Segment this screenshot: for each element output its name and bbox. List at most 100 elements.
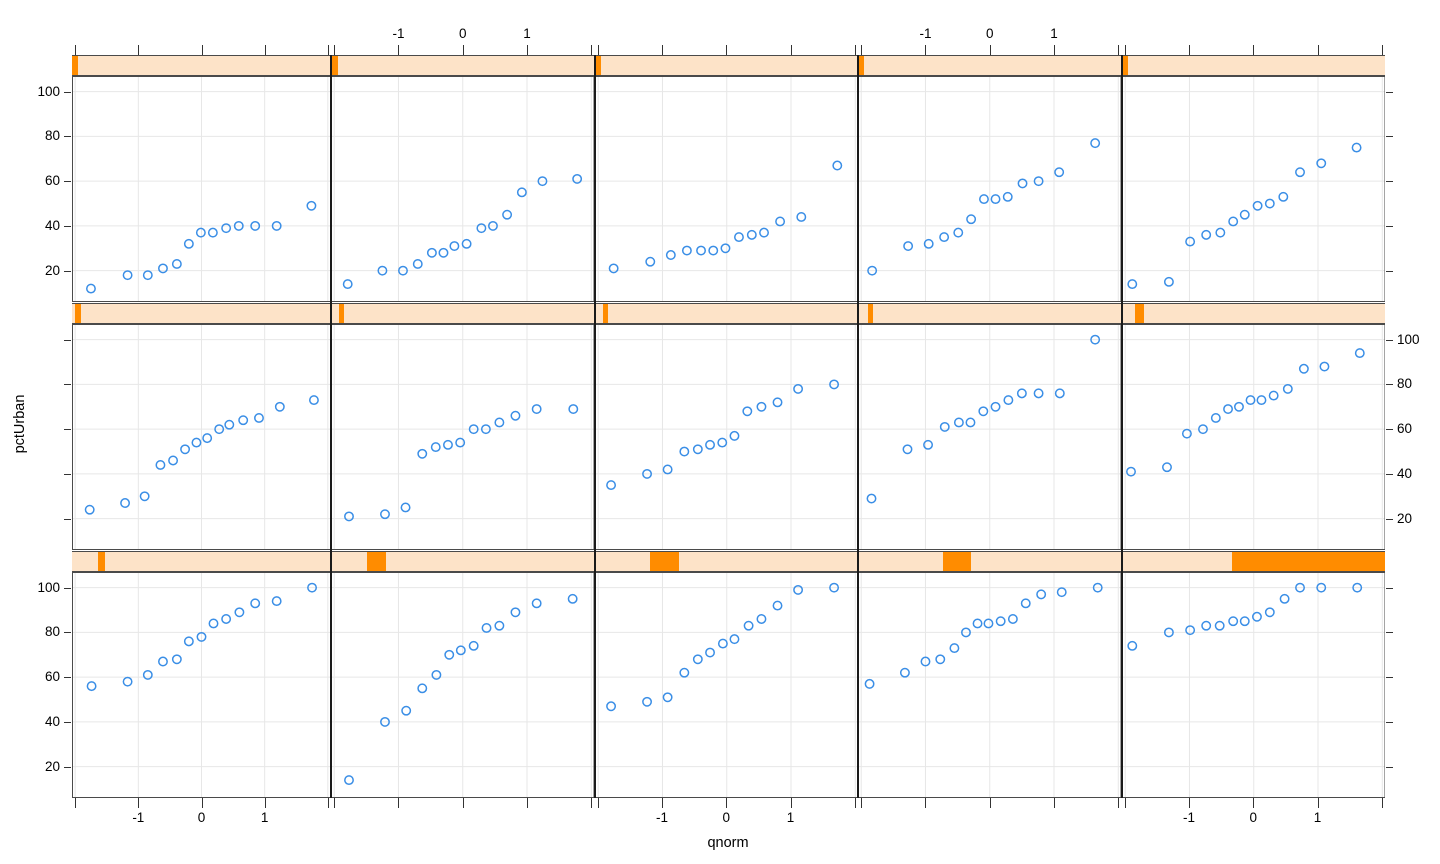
data-point [1200,229,1211,240]
y-tick-label-left: 60 [44,669,60,685]
data-point [455,437,466,448]
data-point [342,279,353,290]
strip-r2c5 [1121,303,1385,324]
data-point [923,238,934,249]
y-tick-right [1385,721,1393,723]
x-tick-top [138,45,140,55]
x-tick-bottom [925,798,927,808]
x-tick-label-bottom: 0 [722,810,730,825]
y-tick-label-left: 80 [44,624,60,640]
data-point [158,656,168,667]
data-point [953,227,964,238]
strip-r2c2 [331,303,595,324]
y-tick-right [1385,384,1393,386]
x-tick-bottom [597,798,599,808]
data-point [1016,388,1027,399]
y-tick-right [1385,677,1393,679]
y-tick-left [64,181,71,183]
data-point [531,598,542,609]
data-point [1354,348,1365,359]
data-point [455,645,466,656]
y-tick-left [64,632,71,634]
data-point [608,263,619,274]
data-point [1017,178,1028,189]
y-tick-right [1385,766,1393,768]
y-tick-right [1385,270,1393,272]
x-tick-bottom [1124,798,1126,808]
data-point [665,250,676,260]
data-point [1233,401,1244,412]
x-tick-top [1317,45,1319,55]
data-point [741,406,752,417]
data-point [717,638,728,649]
data-point [662,692,673,703]
y-tick-right [1385,225,1393,227]
data-point [86,681,97,692]
x-tick-top [201,45,203,55]
data-point [254,413,264,423]
x-tick-top [790,45,792,55]
y-tick-label-left: 60 [44,173,60,189]
x-tick-bottom [1054,798,1056,808]
strip-r1c2 [331,55,595,76]
x-tick-top [1118,45,1120,55]
panel-r3c2 [331,572,595,798]
data-point [426,247,437,258]
data-point [1054,167,1065,178]
data-point [1251,611,1262,622]
data-point [481,622,492,633]
strip-r2c1 [72,303,331,324]
data-point [716,437,727,448]
data-point [202,433,213,444]
strip-shingle-block [75,304,82,323]
x-tick-bottom [1188,798,1190,808]
data-point [158,263,168,274]
data-point [641,696,652,707]
y-tick-label-left: 40 [44,217,60,233]
data-point [122,676,133,687]
strip-r3c1 [72,551,331,572]
data-point [238,415,249,426]
data-point [1210,413,1221,423]
column-separator [857,55,859,798]
panel-r3c4 [858,572,1122,798]
x-axis-title: qnorm [707,835,749,851]
strip-shingle-block [602,304,608,323]
x-tick-label-top: 0 [985,26,994,41]
data-point [234,607,245,618]
data-point [1252,200,1263,211]
x-tick-bottom [75,798,77,808]
data-point [568,404,579,414]
y-tick-right [1385,136,1393,138]
data-point [1003,395,1014,406]
strip-r3c4 [858,551,1122,572]
data-point [516,187,527,198]
strip-r3c5 [1121,551,1385,572]
x-tick-bottom [334,798,336,808]
data-point [1002,191,1013,202]
data-point [398,265,408,276]
x-tick-bottom [591,798,593,808]
data-point [1033,176,1044,187]
data-point [401,705,412,716]
data-point [412,259,423,269]
y-tick-label-left: 100 [37,83,60,99]
data-point [795,212,806,222]
x-tick-label-top: 0 [458,26,467,41]
data-point [180,444,191,455]
data-point [417,448,428,459]
y-tick-right [1385,91,1393,93]
data-point [1197,424,1208,435]
x-tick-label-top: -1 [392,26,405,41]
x-tick-top [1054,45,1056,55]
data-point [1294,582,1305,593]
data-point [233,220,244,231]
y-tick-label-right: 80 [1397,376,1413,392]
data-point [1351,142,1362,153]
data-point [274,401,285,412]
data-point [729,634,739,645]
data-point [307,582,317,593]
column-separator [1120,55,1123,798]
x-tick-top [661,45,663,55]
data-point [380,509,390,520]
